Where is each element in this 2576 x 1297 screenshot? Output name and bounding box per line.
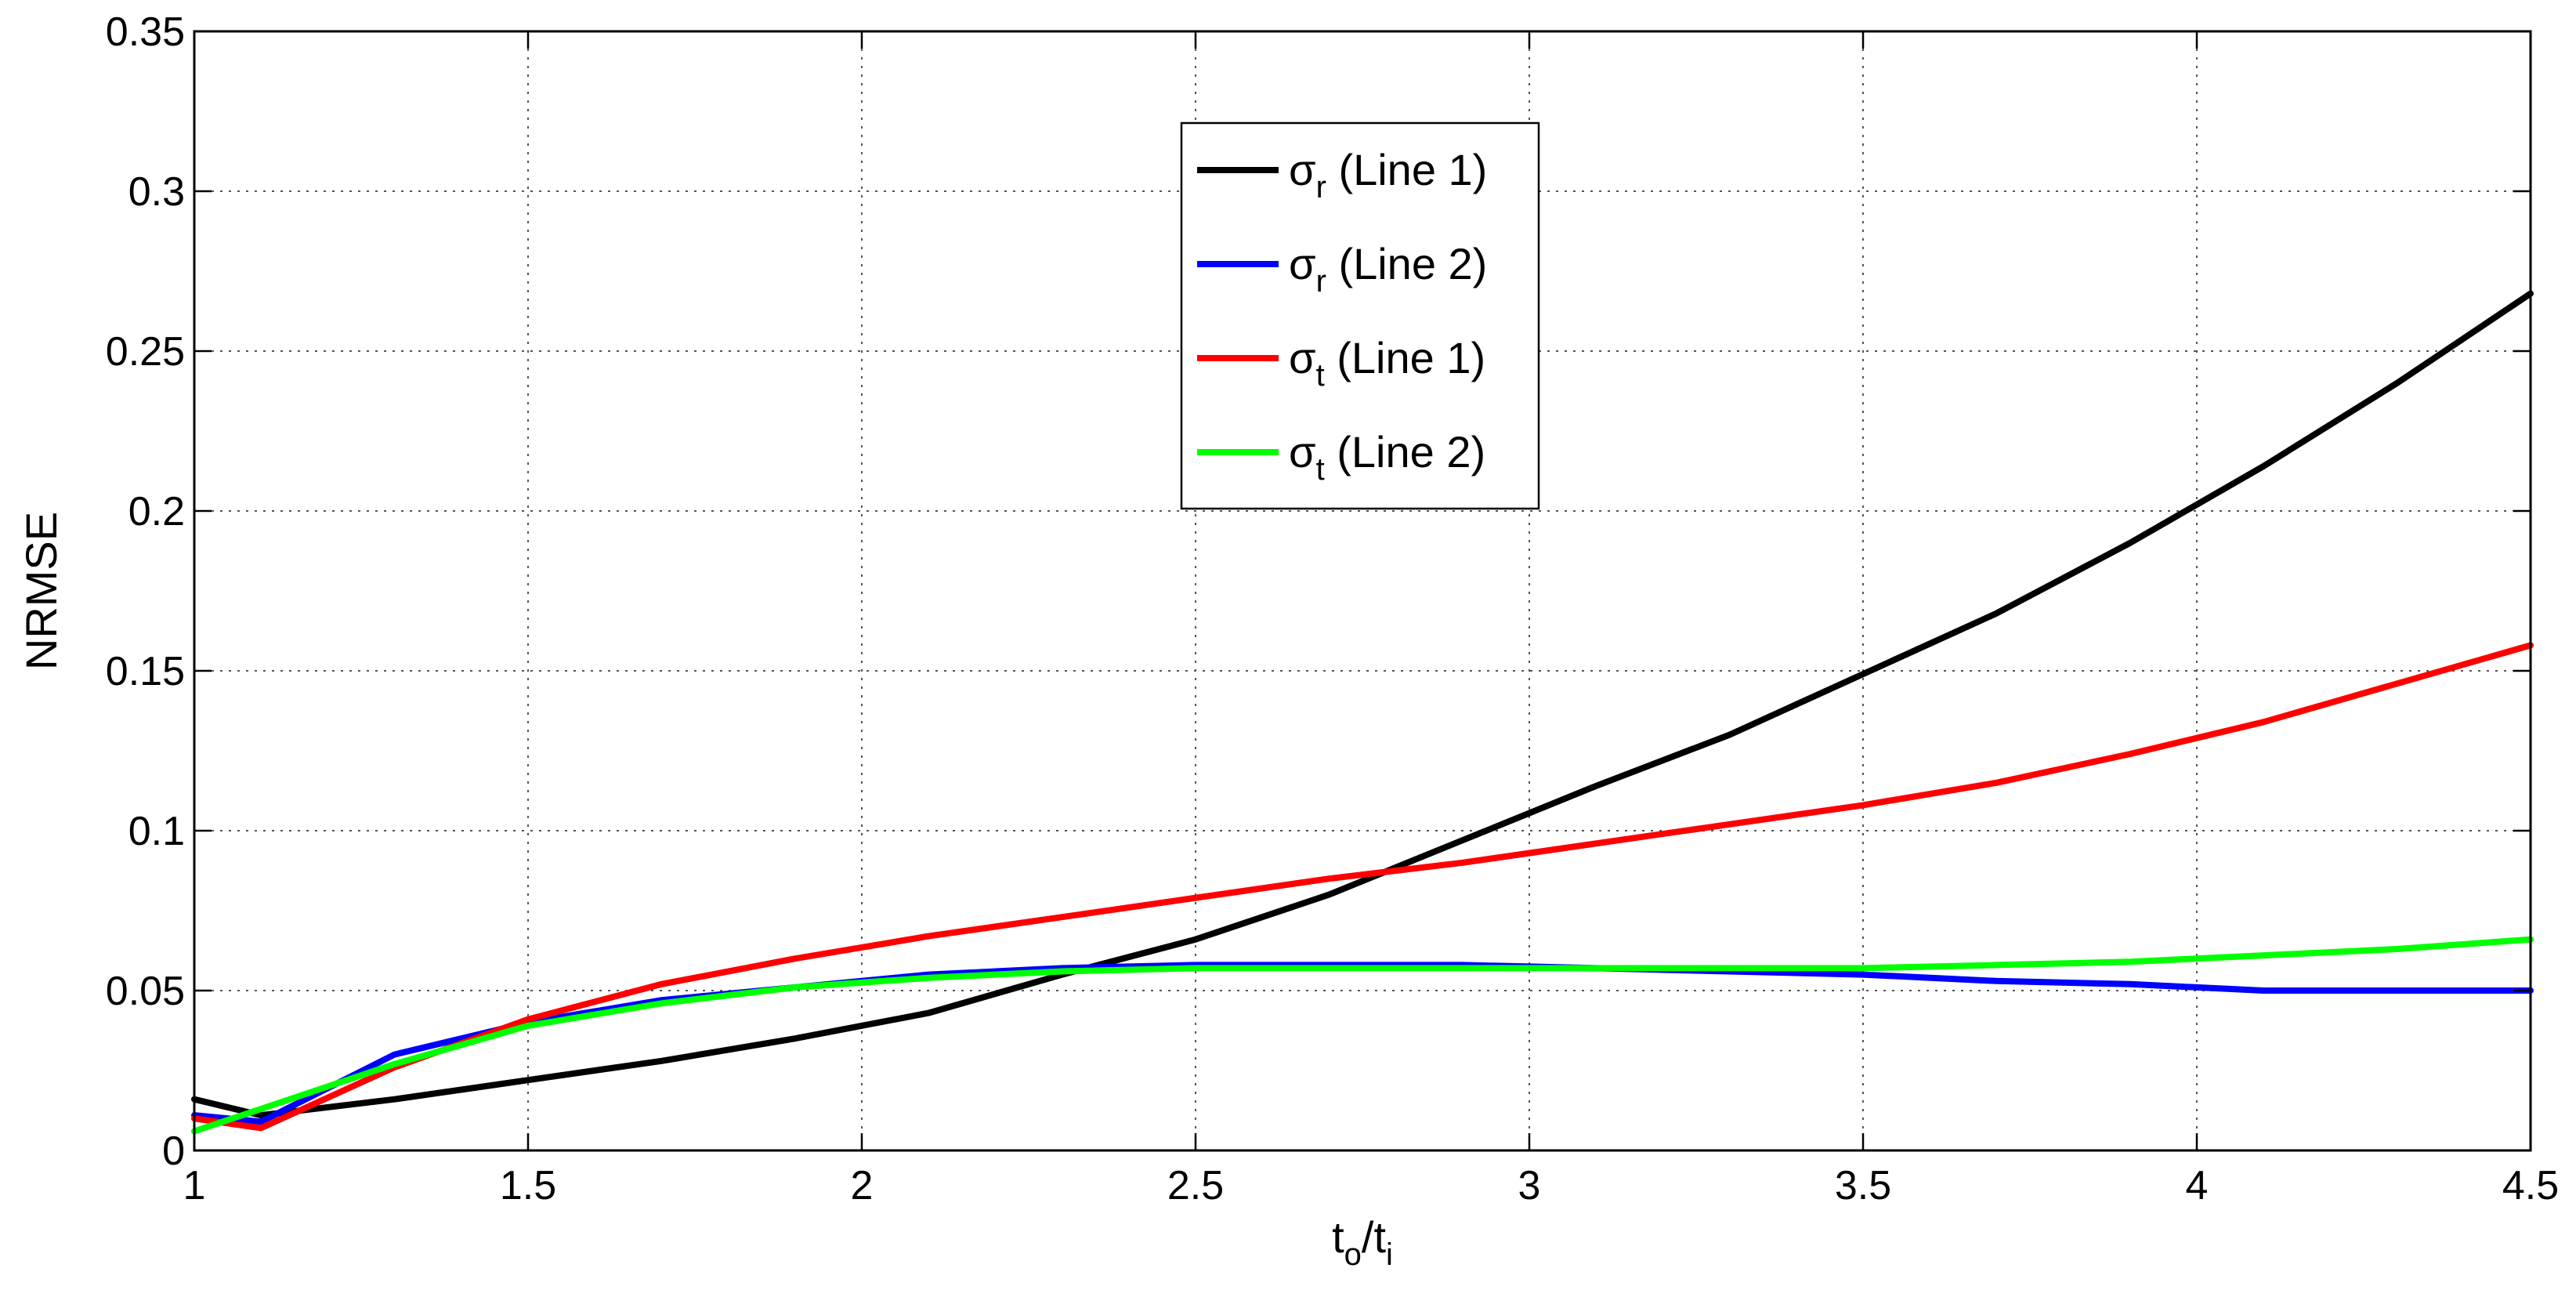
x-tick-label: 1	[183, 1163, 206, 1208]
x-tick-label: 3.5	[1835, 1163, 1891, 1208]
y-tick-label: 0.3	[128, 169, 185, 215]
x-axis-label-main: t	[1332, 1212, 1344, 1262]
series-line-3	[191, 642, 2534, 1132]
legend-entry: σt (Line 2)	[1289, 427, 1485, 487]
plot-frame	[193, 30, 2532, 1152]
x-axis-label-sep: /t	[1362, 1212, 1387, 1262]
y-tick-label: 0.15	[106, 649, 185, 694]
legend-entry: σr (Line 2)	[1289, 239, 1487, 299]
x-tick-label: 1.5	[500, 1163, 556, 1208]
y-axis-label: NRMSE	[16, 512, 66, 670]
legend-box	[1180, 121, 1540, 510]
series-line-1	[191, 290, 2534, 1119]
y-tick-label: 0.35	[106, 9, 185, 55]
y-tick-label: 0	[162, 1129, 185, 1174]
x-tick-label: 2.5	[1167, 1163, 1224, 1208]
series-line-4	[191, 936, 2534, 1135]
x-axis-label: to/ti	[1332, 1212, 1393, 1272]
x-tick-label: 2	[851, 1163, 874, 1208]
x-tick-label: 4	[2186, 1163, 2209, 1208]
x-tick-label: 3	[1518, 1163, 1541, 1208]
y-tick-labels: 0 0.05 0.1 0.15 0.2 0.25 0.3 0.35	[106, 9, 185, 1174]
legend: σr (Line 1) σr (Line 2) σt (Line 1) σt (Lin…	[1180, 121, 1540, 510]
legend-entry: σr (Line 1)	[1289, 145, 1487, 205]
x-tick-labels: 1 1.5 2 2.5 3 3.5 4 4.5	[183, 1163, 2560, 1208]
y-tick-label: 0.25	[106, 329, 185, 375]
x-axis-label-sub2: i	[1386, 1237, 1393, 1272]
axis-ticks	[193, 30, 2532, 1152]
x-tick-label: 4.5	[2502, 1163, 2559, 1208]
y-tick-label: 0.2	[128, 489, 185, 534]
legend-entry: σt (Line 1)	[1289, 333, 1485, 393]
x-axis-label-sub1: o	[1344, 1237, 1362, 1272]
series-layer	[191, 290, 2534, 1135]
y-tick-label: 0.1	[128, 809, 185, 854]
y-tick-label: 0.05	[106, 969, 185, 1014]
